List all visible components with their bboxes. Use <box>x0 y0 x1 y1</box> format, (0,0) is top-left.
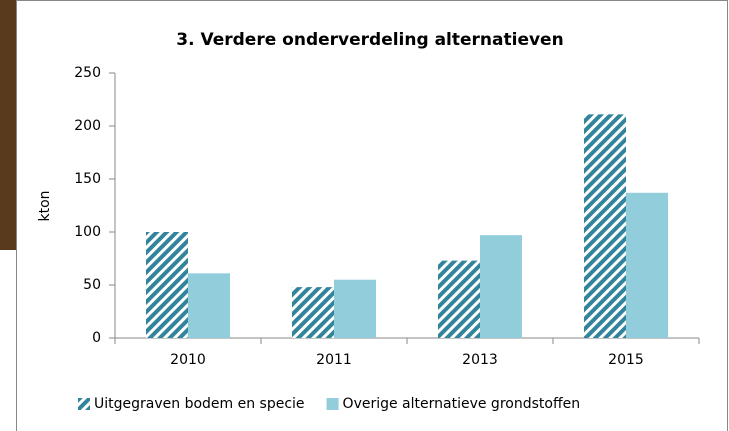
bar <box>438 261 480 338</box>
bar <box>626 193 668 338</box>
legend-swatch <box>78 398 90 410</box>
y-axis-label: kton <box>37 190 53 221</box>
chart: 3. Verdere onderverdeling alternatieven … <box>0 0 729 431</box>
background-photo <box>0 0 16 250</box>
x-tick-label: 2010 <box>170 352 206 368</box>
y-tick-label: 0 <box>92 330 101 346</box>
bar <box>584 114 626 338</box>
bar <box>334 280 376 338</box>
y-tick-label: 50 <box>83 277 101 293</box>
x-tick-label: 2013 <box>462 352 498 368</box>
legend-swatch <box>327 398 339 410</box>
x-tick-label: 2011 <box>316 352 352 368</box>
legend-label: Uitgegraven bodem en specie <box>94 396 305 412</box>
chart-title: 3. Verdere onderverdeling alternatieven <box>176 30 563 50</box>
bar <box>188 273 230 338</box>
bar <box>146 232 188 338</box>
legend-label: Overige alternatieve grondstoffen <box>343 396 581 412</box>
x-tick-label: 2015 <box>608 352 644 368</box>
page: 3. Verdere onderverdeling alternatieven … <box>0 0 729 431</box>
y-tick-label: 250 <box>74 65 101 81</box>
y-tick-label: 100 <box>74 224 101 240</box>
y-tick-label: 150 <box>74 171 101 187</box>
bar <box>292 287 334 338</box>
bar <box>480 235 522 338</box>
y-tick-label: 200 <box>74 118 101 134</box>
